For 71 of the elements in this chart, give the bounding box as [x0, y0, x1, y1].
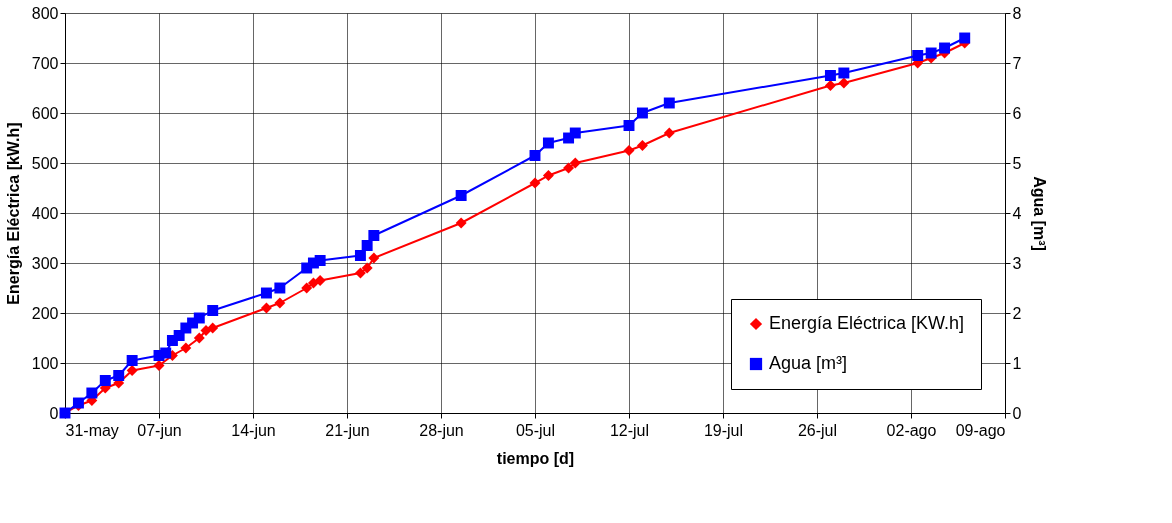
- y-tick-label: 100: [31, 354, 59, 372]
- point: [180, 342, 192, 354]
- x-tick-label: 21-jun: [325, 421, 370, 439]
- point: [663, 97, 675, 109]
- y2-tick-label: 6: [1012, 104, 1022, 122]
- y-tick-label: 700: [31, 54, 59, 72]
- point: [623, 120, 635, 131]
- point: [314, 275, 326, 286]
- point: [113, 370, 125, 381]
- y2-tick-label: 3: [1012, 254, 1022, 272]
- point: [86, 387, 98, 399]
- y-tick-label: 500: [31, 154, 59, 172]
- point: [274, 297, 286, 309]
- point: [274, 282, 286, 294]
- point: [636, 140, 648, 151]
- point: [260, 302, 272, 314]
- y2-tick-label: 8: [1012, 4, 1022, 22]
- x-tick-label: 09-ago: [955, 421, 1006, 439]
- point: [838, 67, 850, 79]
- point: [569, 127, 581, 139]
- point: [301, 282, 313, 294]
- x-tick-label: 02-ago: [886, 421, 937, 439]
- point: [542, 137, 554, 149]
- point: [354, 267, 366, 279]
- legend-label: Agua [m³]: [769, 353, 848, 373]
- y2-tick-label: 7: [1012, 54, 1022, 72]
- y-tick-label: 300: [31, 254, 59, 272]
- y2-tick-label: 4: [1012, 204, 1022, 222]
- point: [193, 332, 205, 344]
- point: [824, 80, 836, 91]
- legend-label: Energía Eléctrica [KW.h]: [769, 313, 965, 333]
- point: [529, 150, 541, 161]
- point: [207, 305, 219, 316]
- point: [569, 157, 581, 169]
- point: [193, 312, 205, 324]
- point: [126, 355, 138, 366]
- x-tick-label: 31-may: [65, 421, 119, 439]
- point: [314, 255, 326, 266]
- x-tick-label: 14-jun: [231, 421, 276, 439]
- point: [354, 250, 366, 261]
- point: [368, 252, 380, 264]
- point: [663, 127, 675, 139]
- y-tick-label: 400: [31, 204, 59, 222]
- point: [99, 375, 111, 386]
- point: [959, 32, 971, 44]
- y2-tick-label: 1: [1012, 354, 1022, 372]
- point: [207, 322, 219, 334]
- x-tick-label: 28-jun: [419, 421, 464, 439]
- x-tick-label: 07-jun: [137, 421, 182, 439]
- point: [542, 170, 554, 181]
- x-tick-label: 12-jul: [609, 421, 650, 439]
- y2-tick-label: 5: [1012, 154, 1022, 172]
- point: [126, 365, 138, 376]
- x-tick-label: 19-jul: [703, 421, 744, 439]
- y-tick-label: 0: [49, 404, 59, 422]
- point: [529, 177, 541, 189]
- point: [636, 107, 648, 119]
- y2-axis-title: Agua [m³]: [1031, 176, 1049, 251]
- y-tick-label: 800: [31, 4, 59, 22]
- x-tick-label: 05-jul: [515, 421, 556, 439]
- point: [368, 230, 380, 241]
- point: [260, 287, 272, 299]
- point: [838, 77, 850, 89]
- x-tick-label: 26-jul: [797, 421, 838, 439]
- y-tick-label: 600: [31, 104, 59, 122]
- y2-tick-label: 2: [1012, 304, 1022, 322]
- x-axis-title: tiempo [d]: [496, 449, 575, 467]
- y2-tick-label: 0: [1012, 404, 1022, 422]
- point: [824, 70, 836, 81]
- y-tick-label: 200: [31, 304, 59, 322]
- y-axis-title: Energía Eléctrica [kW.h]: [4, 122, 22, 305]
